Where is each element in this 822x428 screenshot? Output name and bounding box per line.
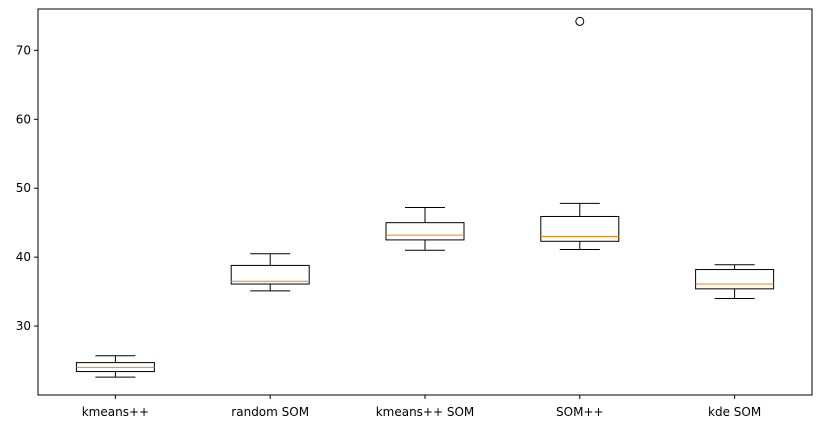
box-iqr <box>230 264 310 285</box>
y-tick-label: 70 <box>16 43 31 57</box>
y-tick-label: 50 <box>16 181 31 195</box>
x-tick-label: SOM++ <box>556 405 604 419</box>
plot-area: 30 40 50 60 70 kmeans++ random SOM kmeans++ SOM… <box>16 16 775 419</box>
y-tick-label: 40 <box>16 250 31 264</box>
x-tick-label: random SOM <box>231 405 309 419</box>
y-tick-label: 60 <box>16 112 31 126</box>
box-iqr <box>695 269 775 290</box>
box-iqr <box>385 222 465 241</box>
x-tick-label: kmeans++ <box>82 405 149 419</box>
y-tick-label: 30 <box>16 319 31 333</box>
x-tick-label: kmeans++ SOM <box>376 405 475 419</box>
axes-frame <box>37 8 813 396</box>
x-tick-label: kde SOM <box>708 405 761 419</box>
outlier-point <box>575 16 585 26</box>
box-iqr <box>540 215 620 242</box>
